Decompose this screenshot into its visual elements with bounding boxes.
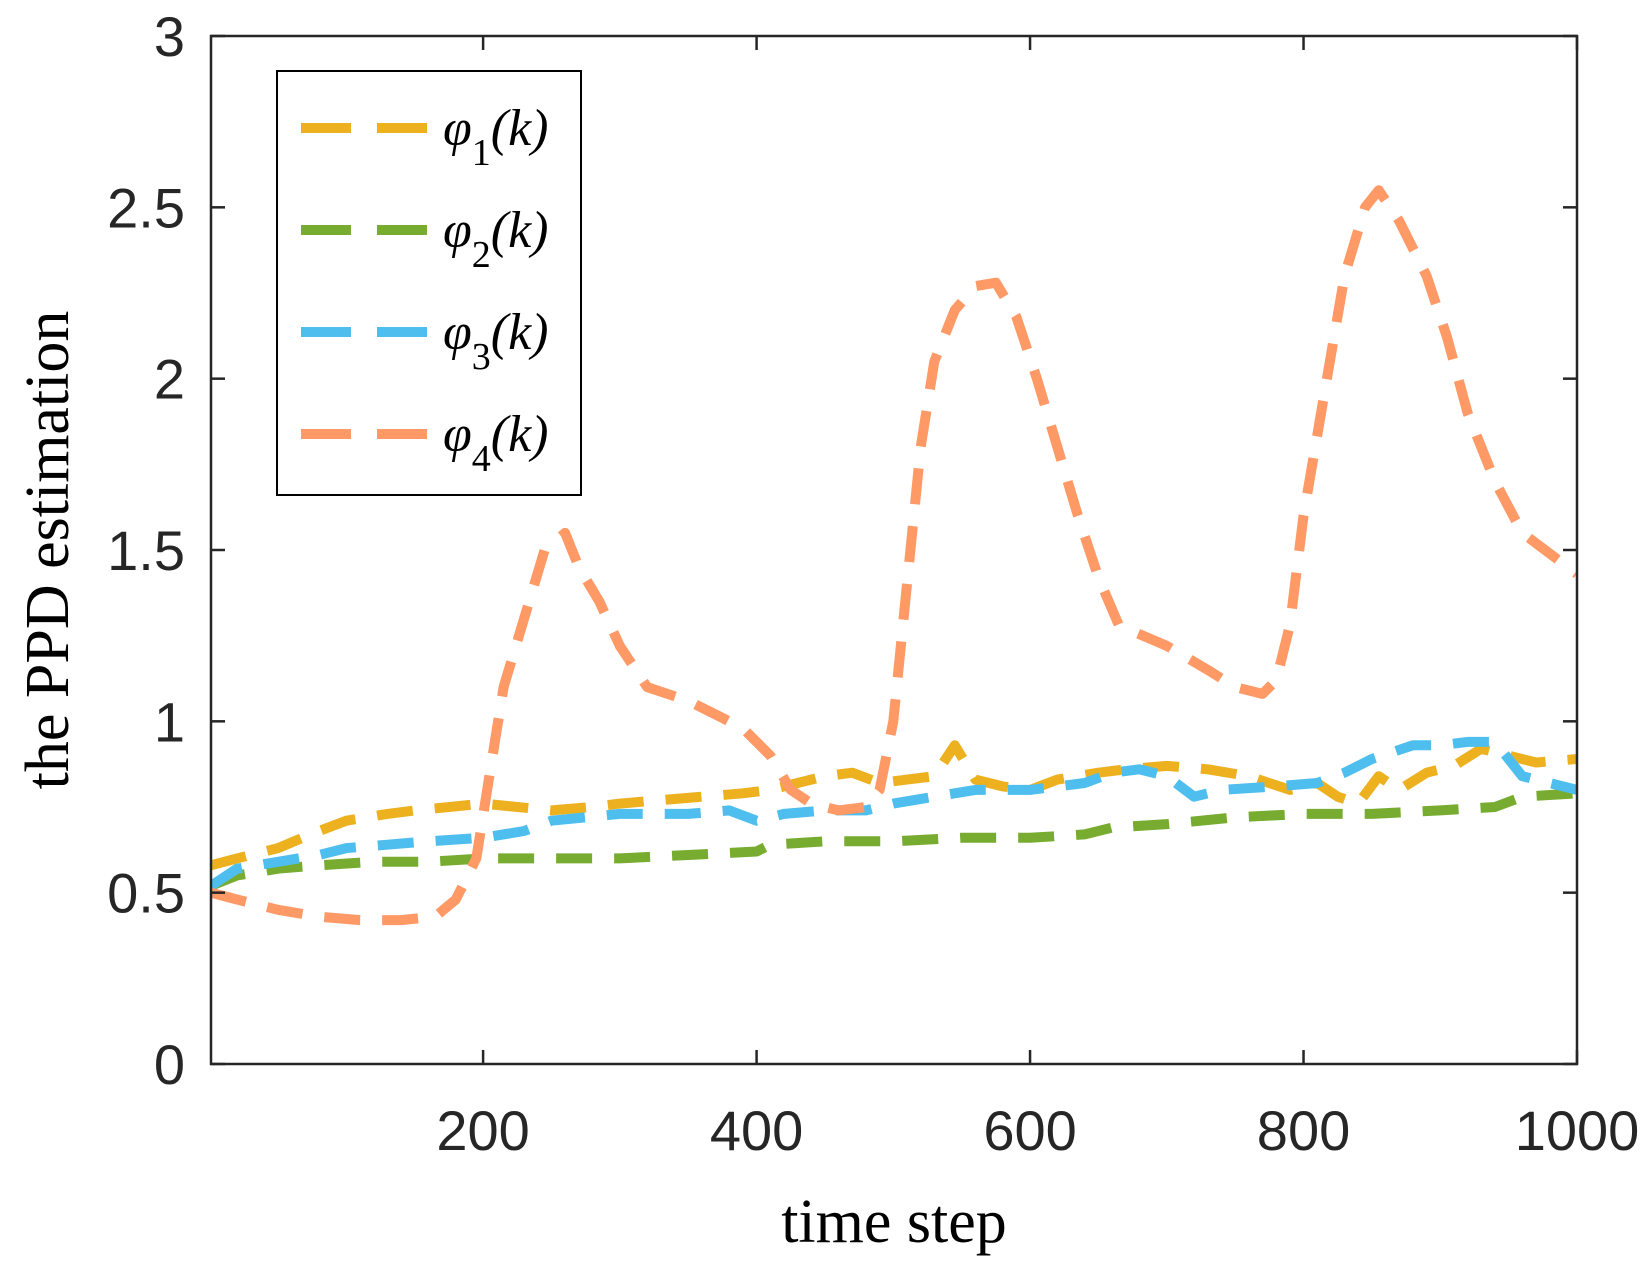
legend-argument: (k) xyxy=(491,202,549,259)
x-tick-label: 800 xyxy=(1257,1099,1350,1162)
y-tick-label: 1 xyxy=(154,690,185,753)
legend-symbol: φ xyxy=(443,304,472,361)
legend-label-phi-4: φ4(k) xyxy=(443,406,549,480)
x-tick-label: 400 xyxy=(710,1099,803,1162)
legend-box xyxy=(276,70,582,496)
x-tick-label: 1000 xyxy=(1515,1099,1640,1162)
y-tick-label: 1.5 xyxy=(107,519,185,582)
legend-symbol: φ xyxy=(443,202,472,259)
y-tick-label: 0 xyxy=(154,1033,185,1096)
ticks-layer xyxy=(211,34,1579,1066)
series-line-phi-2 xyxy=(211,788,1577,891)
y-tick-label: 2.5 xyxy=(107,176,185,239)
legend: φ1(k)φ2(k)φ3(k)φ4(k) xyxy=(276,70,582,496)
series-line-phi-4 xyxy=(211,185,1577,926)
legend-label-phi-1: φ1(k) xyxy=(443,100,549,174)
legend-argument: (k) xyxy=(491,304,549,361)
y-axis-title: the PPD estimation xyxy=(14,311,82,790)
y-tick-label: 0.5 xyxy=(107,862,185,925)
x-tick-label: 600 xyxy=(983,1099,1076,1162)
legend-symbol: φ xyxy=(443,100,472,157)
series-line-phi-3 xyxy=(211,736,1577,890)
y-tick-label: 3 xyxy=(154,5,185,68)
legend-argument: (k) xyxy=(491,100,549,157)
legend-subscript: 1 xyxy=(472,132,491,174)
series-layer xyxy=(211,185,1577,926)
legend-subscript: 2 xyxy=(472,234,491,276)
legend-symbol: φ xyxy=(443,406,472,463)
legend-label-phi-2: φ2(k) xyxy=(443,202,549,276)
x-axis-title: time step xyxy=(781,1188,1007,1256)
legend-subscript: 4 xyxy=(472,438,491,480)
legend-entries: φ1(k)φ2(k)φ3(k)φ4(k) xyxy=(301,100,549,480)
x-tick-label: 200 xyxy=(436,1099,529,1162)
legend-subscript: 3 xyxy=(472,336,491,378)
series-line-phi-1 xyxy=(211,740,1577,871)
tick-labels-layer: 200 400 600 800 1000 0 0.5 1 1.5 2 2.5 3 xyxy=(107,5,1639,1162)
legend-argument: (k) xyxy=(491,406,549,463)
legend-label-phi-3: φ3(k) xyxy=(443,304,549,378)
y-tick-label: 2 xyxy=(154,348,185,411)
